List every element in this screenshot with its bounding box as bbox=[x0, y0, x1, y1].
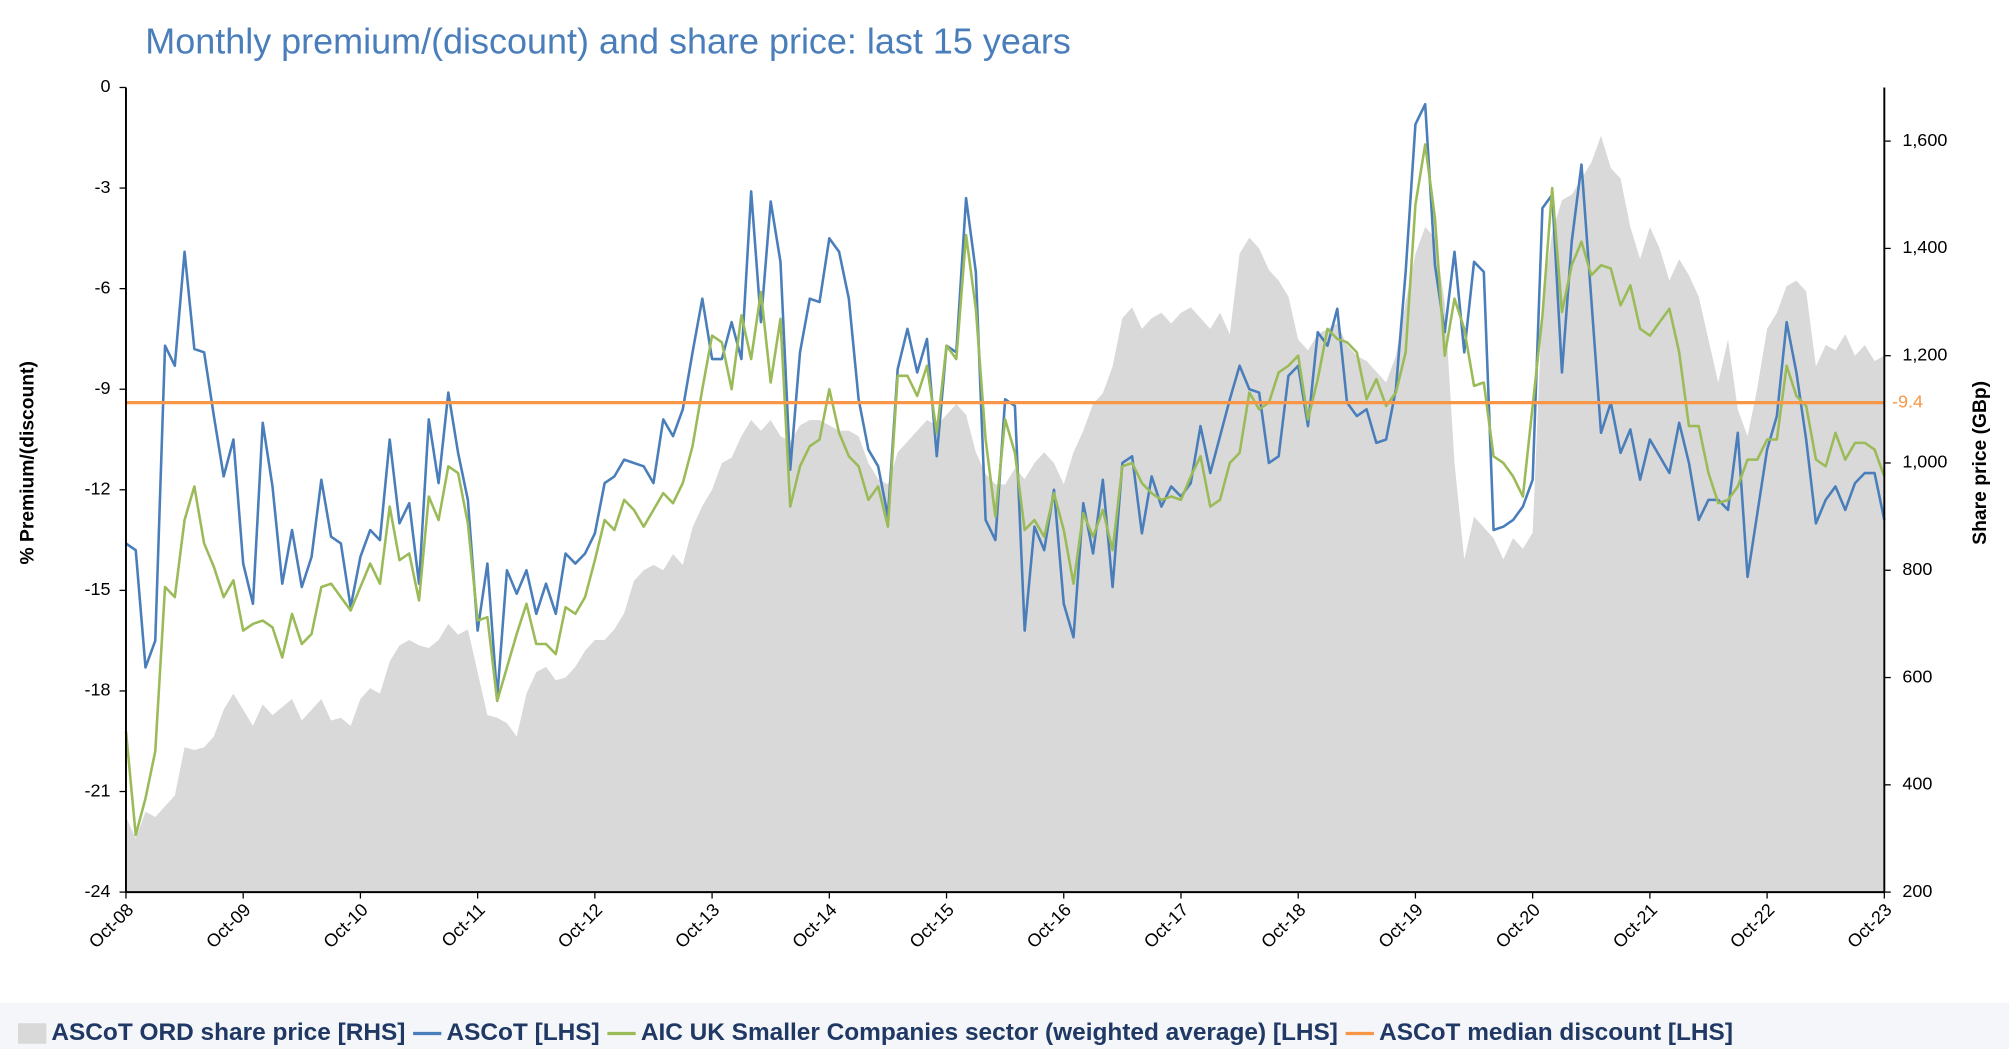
y2-tick-label: 200 bbox=[1902, 881, 1932, 901]
line bbox=[124, 143, 1886, 837]
y-tick-label: -15 bbox=[85, 579, 111, 599]
y2-tick-label: 1,000 bbox=[1902, 452, 1947, 472]
legend-label: ASCoT [LHS] bbox=[446, 1019, 599, 1046]
median-label: -9.4 bbox=[1892, 391, 1923, 411]
y-tick-label: 0 bbox=[101, 76, 111, 96]
legend-label: ASCoT ORD share price [RHS] bbox=[51, 1019, 405, 1046]
y2-tick-label: 1,200 bbox=[1902, 344, 1947, 364]
y2-axis-label: Share price (GBp) bbox=[1970, 381, 1991, 545]
y2-tick-label: 400 bbox=[1902, 774, 1932, 794]
y-tick-label: -12 bbox=[85, 479, 111, 499]
line bbox=[125, 102, 1886, 699]
y-tick-label: -3 bbox=[95, 177, 111, 197]
y-tick-label: -9 bbox=[95, 378, 111, 398]
y2-tick-label: 1,400 bbox=[1902, 237, 1947, 257]
legend-swatch bbox=[17, 1023, 47, 1044]
y2-tick-label: 1,600 bbox=[1902, 130, 1947, 150]
y2-tick-label: 800 bbox=[1902, 559, 1932, 579]
y-axis-label: % Premium/(discount) bbox=[17, 361, 38, 564]
legend-label: ASCoT median discount [LHS] bbox=[1379, 1019, 1733, 1046]
y2-tick-label: 600 bbox=[1902, 666, 1932, 686]
y-tick-label: -6 bbox=[95, 277, 111, 297]
legend-label: AIC UK Smaller Companies sector (weighte… bbox=[641, 1019, 1338, 1046]
y-tick-label: -21 bbox=[85, 780, 111, 800]
y-tick-label: -18 bbox=[85, 680, 111, 700]
chart-title: Monthly premium/(discount) and share pri… bbox=[145, 20, 1071, 61]
y-tick-label: -24 bbox=[85, 881, 111, 901]
